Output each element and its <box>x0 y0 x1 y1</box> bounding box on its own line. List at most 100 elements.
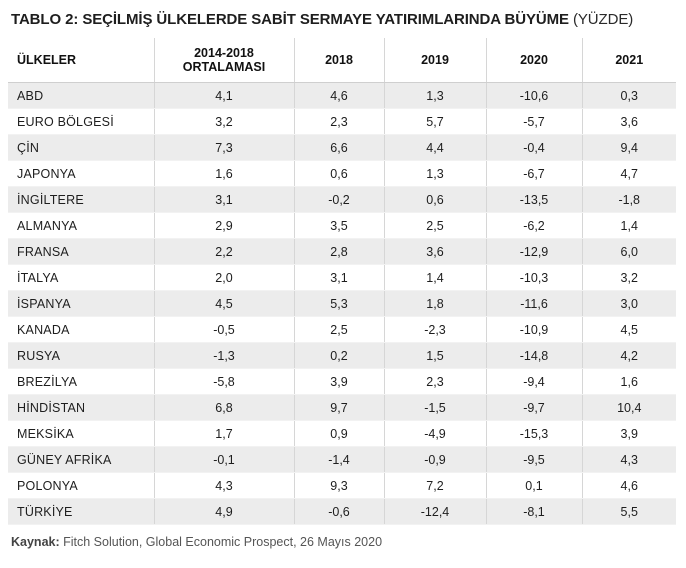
cell-year-2018: 0,2 <box>293 342 384 369</box>
table-row: İTALYA 2,0 3,1 1,4 -10,3 3,2 <box>8 264 676 291</box>
cell-year-2021: 9,4 <box>581 134 676 161</box>
cell-year-2020: -10,9 <box>485 316 582 343</box>
cell-year-2021: 3,9 <box>581 420 676 447</box>
cell-year-2021: 1,4 <box>581 212 676 239</box>
cell-year-2018: 2,5 <box>293 316 384 343</box>
cell-year-2020: -6,2 <box>485 212 582 239</box>
table-row: HİNDİSTAN 6,8 9,7 -1,5 -9,7 10,4 <box>8 394 676 421</box>
cell-year-2021: 0,3 <box>581 82 676 109</box>
cell-avg-2014-2018: 1,6 <box>153 160 294 187</box>
cell-year-2020: -10,6 <box>485 82 582 109</box>
cell-avg-2014-2018: -0,1 <box>153 446 294 473</box>
table-row: EURO BÖLGESİ 3,2 2,3 5,7 -5,7 3,6 <box>8 108 676 135</box>
table-row: POLONYA 4,3 9,3 7,2 0,1 4,6 <box>8 472 676 499</box>
cell-year-2021: 3,6 <box>581 108 676 135</box>
cell-avg-2014-2018: 2,0 <box>153 264 294 291</box>
cell-year-2019: 7,2 <box>383 472 486 499</box>
table-row: GÜNEY AFRİKA -0,1 -1,4 -0,9 -9,5 4,3 <box>8 446 676 473</box>
cell-year-2021: 4,7 <box>581 160 676 187</box>
cell-avg-2014-2018: -0,5 <box>153 316 294 343</box>
table-row: ÇİN 7,3 6,6 4,4 -0,4 9,4 <box>8 134 676 161</box>
cell-country: İNGİLTERE <box>8 186 154 213</box>
cell-year-2019: -12,4 <box>383 498 486 525</box>
cell-year-2020: -9,7 <box>485 394 582 421</box>
cell-avg-2014-2018: 3,2 <box>153 108 294 135</box>
table-header-row: ÜLKELER 2014-2018 ORTALAMASI 2018 2019 2… <box>8 38 676 83</box>
table-row: İSPANYA 4,5 5,3 1,8 -11,6 3,0 <box>8 290 676 317</box>
cell-avg-2014-2018: 6,8 <box>153 394 294 421</box>
cell-year-2020: -10,3 <box>485 264 582 291</box>
cell-year-2020: -9,5 <box>485 446 582 473</box>
table-row: KANADA -0,5 2,5 -2,3 -10,9 4,5 <box>8 316 676 343</box>
cell-country: KANADA <box>8 316 154 343</box>
cell-year-2019: 1,3 <box>383 160 486 187</box>
table-row: MEKSİKA 1,7 0,9 -4,9 -15,3 3,9 <box>8 420 676 447</box>
cell-year-2018: 2,3 <box>293 108 384 135</box>
cell-avg-2014-2018: 4,9 <box>153 498 294 525</box>
source-text: Fitch Solution, Global Economic Prospect… <box>63 535 383 549</box>
cell-country: HİNDİSTAN <box>8 394 154 421</box>
cell-year-2018: -1,4 <box>293 446 384 473</box>
cell-year-2019: -4,9 <box>383 420 486 447</box>
table-row: ALMANYA 2,9 3,5 2,5 -6,2 1,4 <box>8 212 676 239</box>
cell-year-2019: 1,8 <box>383 290 486 317</box>
cell-year-2021: 1,6 <box>581 368 676 395</box>
cell-year-2019: -2,3 <box>383 316 486 343</box>
cell-year-2019: 1,3 <box>383 82 486 109</box>
cell-country: RUSYA <box>8 342 154 369</box>
cell-country: ALMANYA <box>8 212 154 239</box>
cell-year-2021: 4,6 <box>581 472 676 499</box>
cell-avg-2014-2018: -1,3 <box>153 342 294 369</box>
cell-year-2018: 0,6 <box>293 160 384 187</box>
cell-year-2020: -13,5 <box>485 186 582 213</box>
header-2014-2018-average: 2014-2018 ORTALAMASI <box>153 38 294 83</box>
cell-year-2018: 5,3 <box>293 290 384 317</box>
header-countries: ÜLKELER <box>8 38 154 83</box>
cell-year-2019: 3,6 <box>383 238 486 265</box>
cell-year-2019: 5,7 <box>383 108 486 135</box>
cell-year-2021: 3,0 <box>581 290 676 317</box>
cell-year-2018: 3,1 <box>293 264 384 291</box>
growth-table: ÜLKELER 2014-2018 ORTALAMASI 2018 2019 2… <box>8 38 676 525</box>
table-title: TABLO 2: SEÇİLMİŞ ÜLKELERDE SABİT SERMAY… <box>11 11 633 28</box>
cell-year-2021: 4,2 <box>581 342 676 369</box>
cell-country: JAPONYA <box>8 160 154 187</box>
cell-avg-2014-2018: 4,1 <box>153 82 294 109</box>
cell-year-2021: 6,0 <box>581 238 676 265</box>
cell-year-2020: -14,8 <box>485 342 582 369</box>
table-title-unit: (YÜZDE) <box>573 11 634 28</box>
cell-avg-2014-2018: 4,5 <box>153 290 294 317</box>
table-row: FRANSA 2,2 2,8 3,6 -12,9 6,0 <box>8 238 676 265</box>
cell-year-2018: 3,9 <box>293 368 384 395</box>
cell-avg-2014-2018: 3,1 <box>153 186 294 213</box>
cell-country: İSPANYA <box>8 290 154 317</box>
cell-country: EURO BÖLGESİ <box>8 108 154 135</box>
cell-year-2018: 2,8 <box>293 238 384 265</box>
cell-avg-2014-2018: 7,3 <box>153 134 294 161</box>
cell-year-2021: -1,8 <box>581 186 676 213</box>
cell-avg-2014-2018: 2,9 <box>153 212 294 239</box>
table-row: RUSYA -1,3 0,2 1,5 -14,8 4,2 <box>8 342 676 369</box>
table-row: JAPONYA 1,6 0,6 1,3 -6,7 4,7 <box>8 160 676 187</box>
cell-country: İTALYA <box>8 264 154 291</box>
cell-year-2019: 2,3 <box>383 368 486 395</box>
table-body: ABD 4,1 4,6 1,3 -10,6 0,3 EURO BÖLGESİ 3,2 2,3 5,… <box>8 82 676 525</box>
table-row: TÜRKİYE 4,9 -0,6 -12,4 -8,1 5,5 <box>8 498 676 525</box>
cell-country: GÜNEY AFRİKA <box>8 446 154 473</box>
header-2018: 2018 <box>293 38 384 83</box>
cell-year-2018: -0,2 <box>293 186 384 213</box>
table-row: BREZİLYA -5,8 3,9 2,3 -9,4 1,6 <box>8 368 676 395</box>
cell-year-2019: -1,5 <box>383 394 486 421</box>
cell-year-2021: 5,5 <box>581 498 676 525</box>
cell-country: ÇİN <box>8 134 154 161</box>
cell-year-2020: -8,1 <box>485 498 582 525</box>
cell-country: BREZİLYA <box>8 368 154 395</box>
cell-year-2021: 4,5 <box>581 316 676 343</box>
cell-year-2018: 3,5 <box>293 212 384 239</box>
cell-year-2020: -11,6 <box>485 290 582 317</box>
cell-year-2021: 4,3 <box>581 446 676 473</box>
cell-year-2021: 3,2 <box>581 264 676 291</box>
cell-year-2018: -0,6 <box>293 498 384 525</box>
cell-avg-2014-2018: 1,7 <box>153 420 294 447</box>
cell-year-2019: 2,5 <box>383 212 486 239</box>
